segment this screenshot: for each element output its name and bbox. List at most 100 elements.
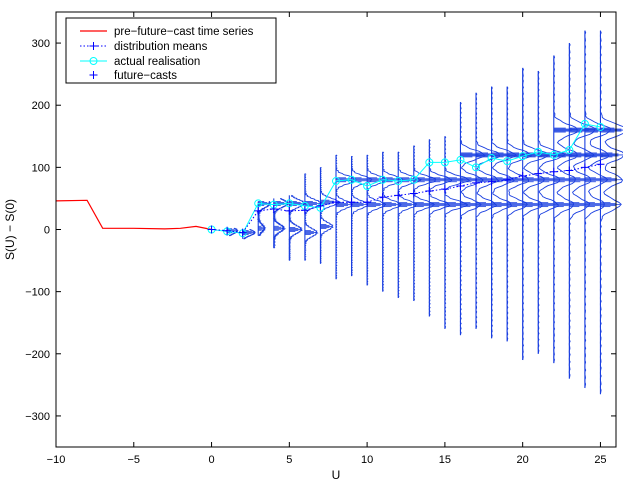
y-tick-label: 300 — [32, 38, 50, 50]
distribution-mean-point — [534, 169, 543, 178]
distribution-mean-point — [549, 167, 558, 176]
distribution-mean-point — [487, 177, 496, 186]
distribution-curve — [272, 197, 290, 249]
distribution-mean-point — [269, 204, 278, 213]
series-layer — [55, 119, 605, 238]
actual-realisation-point — [549, 150, 558, 159]
actual-realisation-point — [394, 177, 403, 186]
plot-area — [55, 30, 623, 395]
actual-realisation-point — [440, 158, 449, 167]
y-tick-label: −300 — [25, 411, 50, 423]
actual-realisation-point — [363, 182, 372, 190]
distribution-mean-point — [565, 166, 574, 175]
forecast-distribution — [382, 151, 403, 292]
distribution-curve — [568, 42, 596, 379]
distribution-curve — [428, 139, 453, 317]
distribution-mean-point — [518, 172, 527, 181]
distribution-curve — [382, 151, 403, 292]
distribution-curve — [319, 167, 341, 264]
series-pre-future-cast — [55, 199, 212, 231]
actual-realisation-point — [425, 158, 434, 167]
y-tick-label: 0 — [44, 225, 50, 237]
y-tick-label: −100 — [25, 287, 50, 299]
legend-marker-actual-realisation — [89, 57, 98, 65]
series-actual-realisation — [211, 123, 601, 234]
x-tick-label: 15 — [439, 454, 451, 466]
legend-label-pre-future-cast: pre−future−cast time series — [114, 26, 254, 38]
y-tick-label: 100 — [32, 162, 50, 174]
y-tick-label: −200 — [25, 349, 50, 361]
x-tick-label: 5 — [286, 454, 292, 466]
distribution-curve — [304, 173, 323, 261]
distribution-curve — [335, 154, 357, 280]
actual-realisation-point — [487, 154, 496, 163]
distribution-curve — [444, 136, 470, 330]
distribution-mean-point — [394, 191, 403, 200]
distribution-mean-point — [347, 198, 356, 207]
actual-realisation-point — [534, 147, 543, 156]
series-distribution-means — [211, 163, 601, 234]
forecast-distribution — [568, 42, 596, 379]
x-tick-label: −10 — [47, 454, 66, 466]
distribution-mean-point — [378, 193, 387, 202]
distribution-curve — [506, 86, 532, 342]
legend-marker-distribution-means — [89, 42, 98, 50]
actual-realisation-point — [518, 152, 527, 161]
distribution-curve — [459, 101, 486, 336]
forecast-distributions — [226, 30, 623, 395]
distribution-mean-point — [363, 198, 372, 207]
distribution-mean-point — [285, 206, 294, 215]
actual-realisation-point — [456, 155, 465, 164]
axes-layer: −10 −5 0 5 10 15 20 25 −300 −200 −100 0 100 200 300 — [25, 12, 616, 466]
x-axis-label: U — [332, 468, 341, 482]
distribution-mean-point — [472, 178, 480, 187]
distribution-mean-point — [238, 228, 247, 237]
x-tick-label: −5 — [128, 454, 141, 466]
forecast-distribution — [599, 30, 623, 395]
distribution-curve — [522, 67, 550, 361]
distribution-curve — [243, 229, 256, 240]
distribution-mean-point — [456, 182, 465, 190]
actual-realisation-point — [378, 175, 387, 184]
distribution-curve — [413, 145, 436, 302]
distribution-mean-point — [409, 189, 418, 198]
distribution-curve — [475, 92, 501, 330]
distribution-mean-point — [207, 225, 216, 234]
legend-label-distribution-means: distribution means — [114, 41, 208, 53]
forecast-distribution — [304, 173, 323, 261]
x-tick-label: 10 — [361, 454, 373, 466]
distribution-mean-point — [332, 198, 340, 207]
actual-realisation-point — [580, 119, 589, 128]
distribution-mean-point — [425, 186, 434, 195]
y-tick-label: 200 — [32, 100, 50, 112]
distribution-mean-point — [440, 185, 449, 194]
actual-realisation-point — [332, 177, 340, 186]
actual-realisation-point — [503, 157, 512, 166]
actual-realisation-point — [347, 175, 356, 184]
actual-realisation-point — [409, 175, 418, 184]
x-tick-label: 0 — [208, 454, 214, 466]
forecast-distribution — [413, 145, 436, 302]
forecast-distribution — [335, 154, 357, 280]
legend-label-future-casts: future−casts — [114, 70, 177, 82]
forecast-distribution — [428, 139, 453, 317]
distribution-mean-point — [596, 160, 605, 169]
distribution-mean-point — [300, 206, 309, 215]
actual-realisation-point — [472, 163, 480, 172]
distribution-curve — [256, 201, 272, 237]
distribution-curve — [537, 70, 566, 354]
actual-realisation-point — [596, 122, 605, 131]
distribution-mean-point — [503, 175, 512, 184]
distribution-mean-point — [316, 201, 325, 210]
y-axis-label: S(U) − S(0) — [3, 199, 17, 260]
distribution-mean-point — [580, 163, 589, 172]
distribution-curve — [599, 30, 623, 395]
legend-label-actual-realisation: actual realisation — [114, 56, 200, 68]
distribution-mean-point — [223, 226, 232, 235]
legend: pre−future−cast time series distribution… — [65, 17, 277, 84]
distribution-curve — [491, 86, 518, 339]
distribution-mean-point — [254, 206, 263, 215]
legend-box — [65, 17, 277, 84]
x-tick-label: 20 — [517, 454, 529, 466]
